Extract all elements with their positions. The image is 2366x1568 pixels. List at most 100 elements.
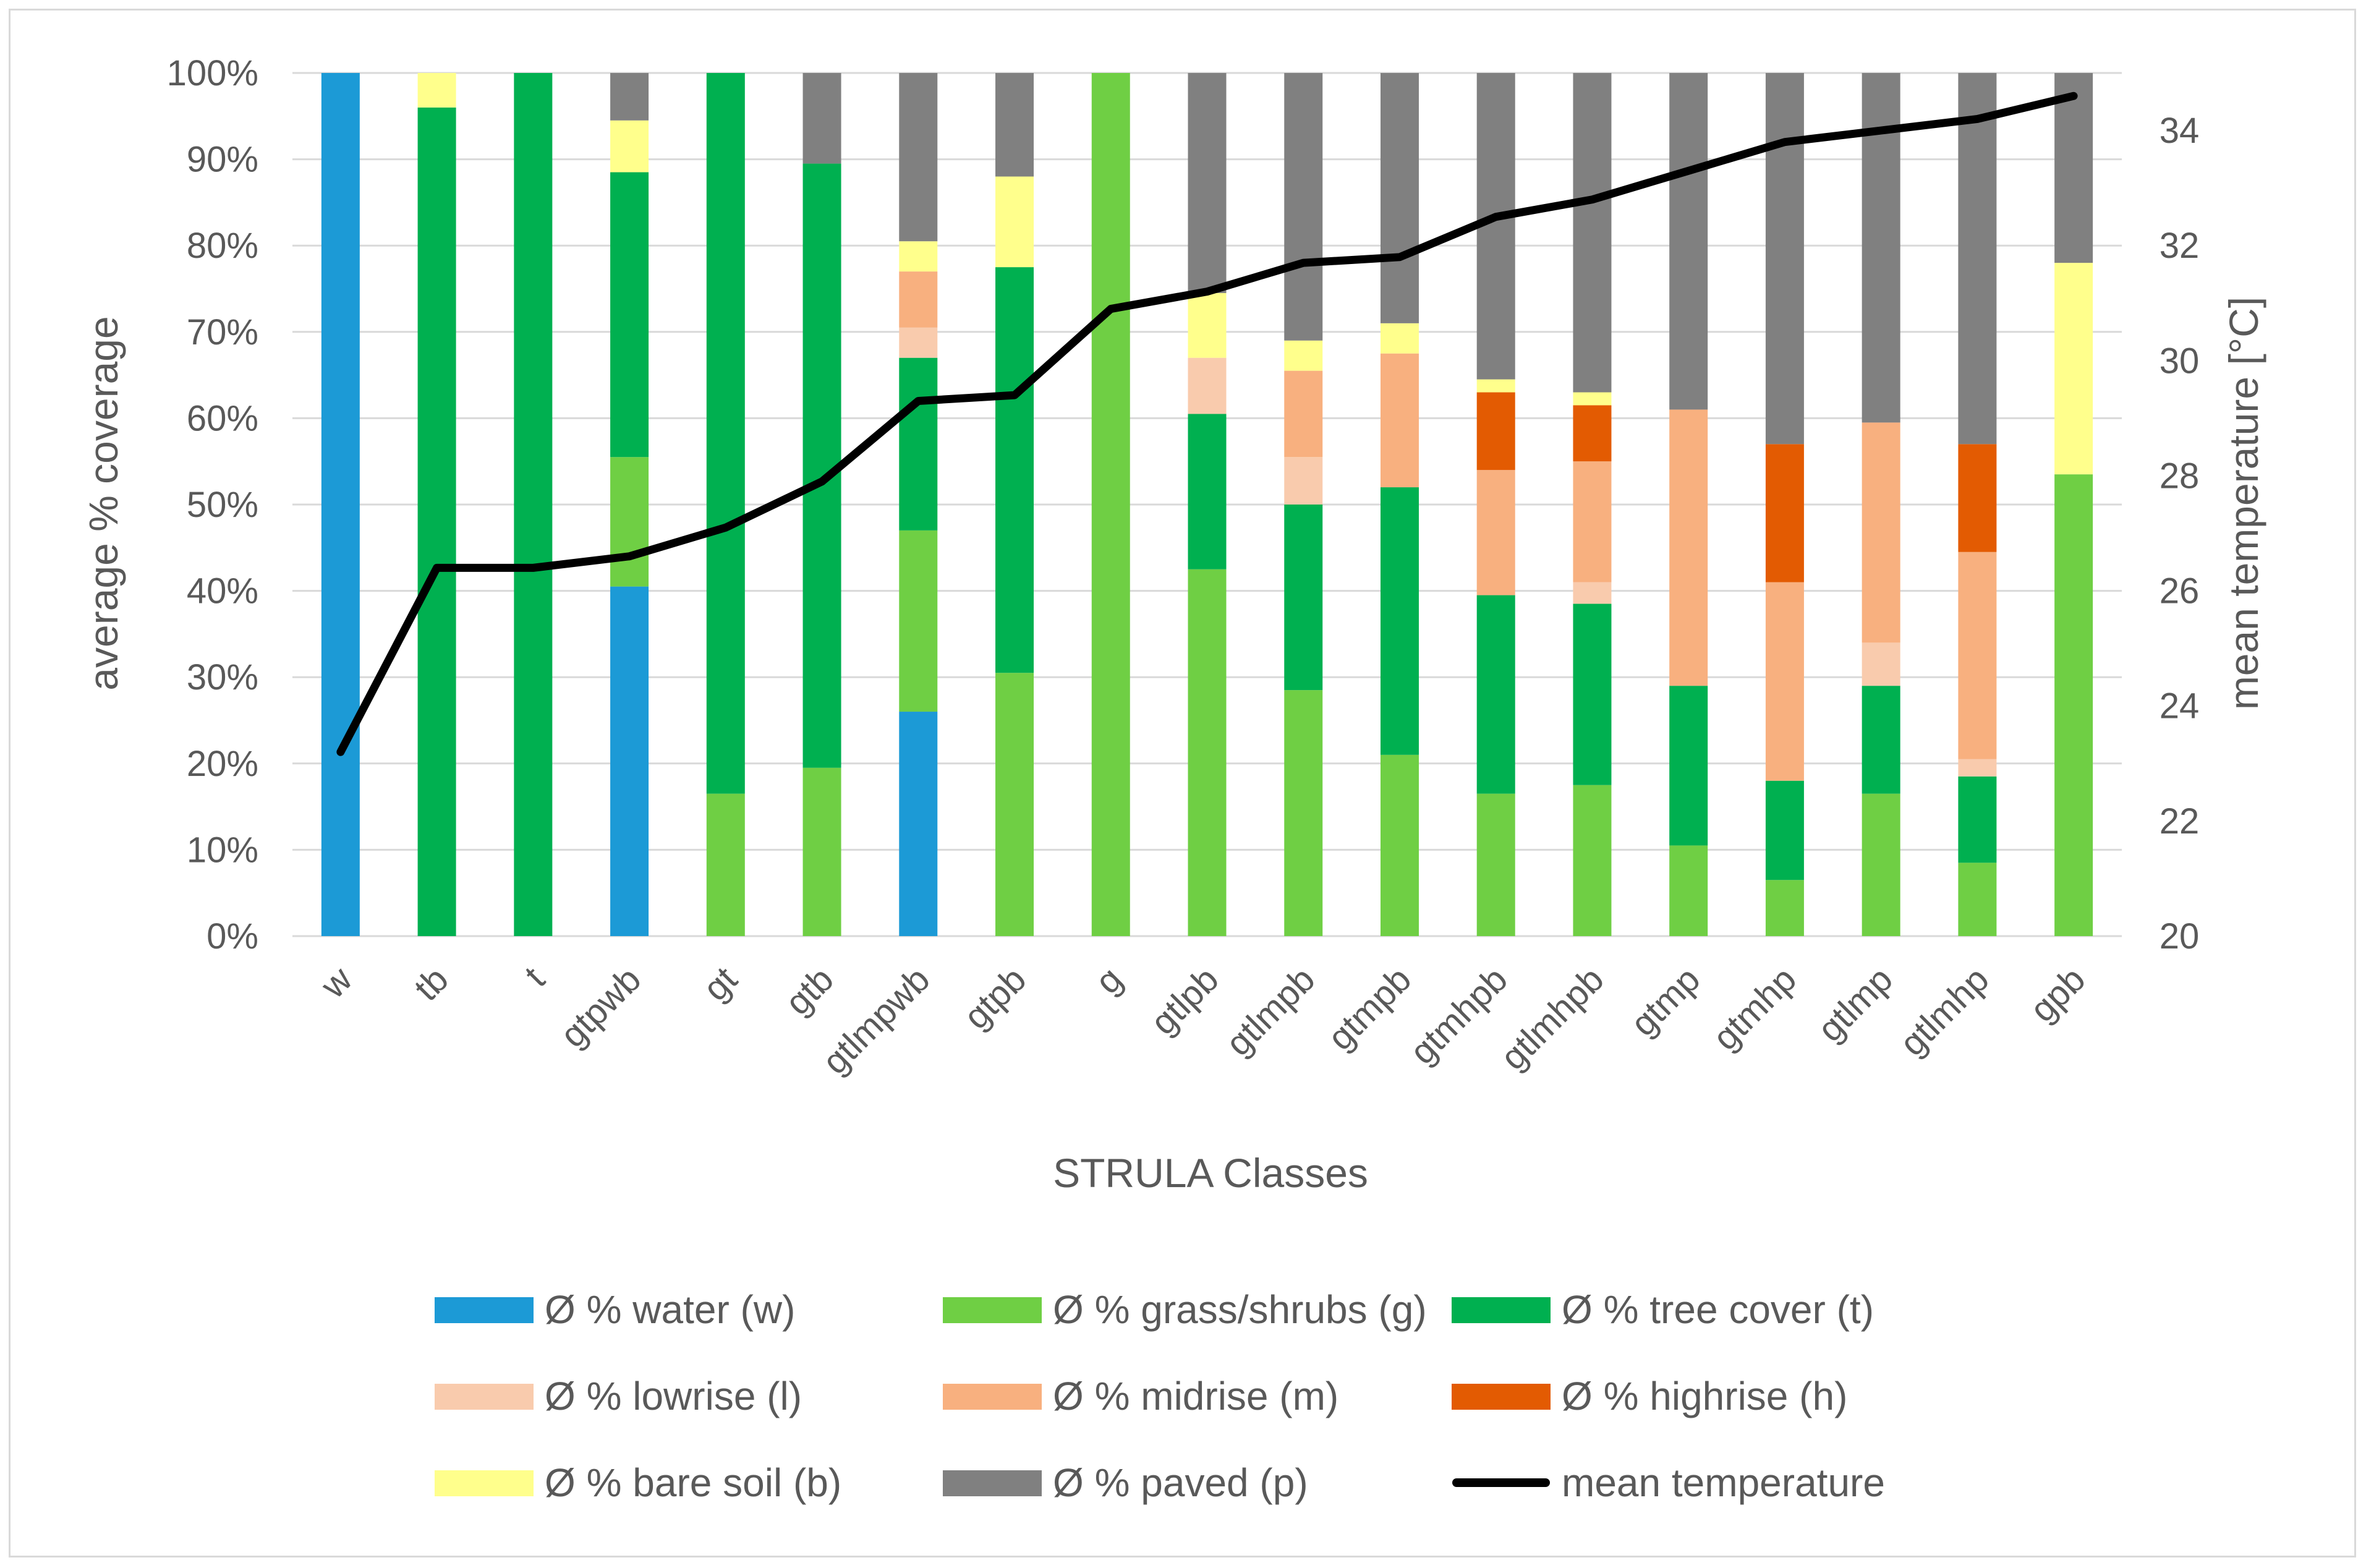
bar-segment <box>1573 73 1612 393</box>
legend-swatch <box>1452 1384 1551 1410</box>
bar-segment <box>1573 582 1612 604</box>
bar-segment <box>1573 603 1612 785</box>
x-tick-label: w <box>313 958 360 1006</box>
y-right-tick-label: 22 <box>2160 801 2200 842</box>
bar-segment <box>1284 370 1323 458</box>
bar-segment <box>610 172 649 458</box>
bar-segment <box>995 673 1034 936</box>
bar-segment <box>1573 392 1612 406</box>
legend-swatch <box>435 1470 534 1496</box>
bar-segment <box>1380 353 1419 488</box>
bar-segment <box>1862 642 1900 686</box>
bar-segment <box>1765 582 1804 781</box>
y-right-tick-label: 24 <box>2160 686 2200 726</box>
bar-segment <box>1284 457 1323 505</box>
bar-segment <box>1573 785 1612 936</box>
bar-segment <box>899 241 938 272</box>
legend-label: Ø % grass/shrubs (g) <box>1053 1287 1427 1332</box>
bar-segment <box>1958 759 1997 777</box>
bar-segment <box>802 73 841 164</box>
legend-label: Ø % water (w) <box>545 1287 795 1332</box>
bar-segment <box>1958 73 1997 445</box>
bar-segment <box>802 767 841 936</box>
legend-swatch <box>1452 1297 1551 1323</box>
bar-segment <box>1765 880 1804 936</box>
bar-segment <box>1380 323 1419 354</box>
bar-segment <box>1476 379 1515 393</box>
bar-segment <box>899 712 938 936</box>
bar-segment <box>1669 845 1708 936</box>
bar-segment <box>1958 863 1997 936</box>
bar-segment <box>995 73 1034 177</box>
y-tick-label: 70% <box>187 312 258 352</box>
bar-segment <box>1476 470 1515 595</box>
bar-segment <box>706 793 745 936</box>
x-tick-label: tb <box>407 959 456 1008</box>
x-tick-label: gtlmpwb <box>815 959 938 1082</box>
legend-label: Ø % paved (p) <box>1053 1460 1308 1505</box>
y-tick-label: 0% <box>206 916 258 957</box>
y-tick-label: 30% <box>187 657 258 697</box>
legend-label: Ø % lowrise (l) <box>545 1374 802 1418</box>
bar-segment <box>1862 686 1900 794</box>
x-tick-label: g <box>1087 959 1130 1002</box>
bar-segment <box>1958 444 1997 552</box>
bar-stacks <box>321 73 2093 937</box>
y-tick-label: 90% <box>187 140 258 180</box>
y-tick-label: 50% <box>187 485 258 525</box>
bar-segment <box>1669 409 1708 686</box>
bar-segment <box>1476 392 1515 471</box>
bar-segment <box>610 73 649 121</box>
x-tick-label: t <box>517 959 552 994</box>
x-tick-label: gtmp <box>1623 959 1708 1044</box>
bar-segment <box>995 267 1034 673</box>
x-tick-label: gtb <box>778 959 841 1023</box>
y-tick-label: 80% <box>187 226 258 266</box>
bar-segment <box>1669 686 1708 846</box>
y-right-tick-label: 32 <box>2160 226 2200 266</box>
bar-segment <box>1862 793 1900 936</box>
bar-segment <box>1188 357 1227 414</box>
y-right-tick-label: 34 <box>2160 111 2200 151</box>
bar-segment <box>899 530 938 712</box>
bar-segment <box>1188 414 1227 569</box>
temperature-line-path <box>336 92 2078 756</box>
x-tick-label: gtpwb <box>553 959 649 1055</box>
bar-segment <box>899 357 938 530</box>
y-right-tick-label: 20 <box>2160 916 2200 957</box>
legend-swatch <box>435 1384 534 1410</box>
legend-label: Ø % bare soil (b) <box>545 1460 841 1505</box>
y-axis-right-ticks: 20 22 24 26 28 30 32 34 <box>2160 111 2200 957</box>
y-axis-left-ticks: 0% 10% 20% 30% 40% 50% 60% 70% 80% 90% 100% <box>167 53 258 957</box>
bar-segment <box>1669 73 1708 410</box>
bar-segment <box>417 107 456 937</box>
bar-segment <box>899 73 938 242</box>
bar-segment <box>1284 505 1323 691</box>
bar-segment <box>417 73 456 108</box>
bar-segment <box>1284 340 1323 371</box>
bar-segment <box>610 457 649 587</box>
bar-segment <box>1765 73 1804 445</box>
bar-segment <box>1476 595 1515 794</box>
bar-segment <box>1862 422 1900 643</box>
bar-segment <box>1091 73 1130 936</box>
bar-segment <box>1188 73 1227 293</box>
legend-label: Ø % midrise (m) <box>1053 1374 1338 1418</box>
x-tick-label: gtpb <box>956 959 1034 1037</box>
y-tick-label: 40% <box>187 571 258 611</box>
bar-segment <box>610 586 649 936</box>
x-axis-title: STRULA Classes <box>1053 1150 1368 1196</box>
bar-segment <box>2054 263 2093 475</box>
bar-segment <box>321 73 360 936</box>
bar-segment <box>899 271 938 328</box>
legend-swatch <box>943 1384 1042 1410</box>
temperature-line <box>336 92 2078 756</box>
y-axis-right-title: mean temperature [°C] <box>2221 297 2266 710</box>
bar-segment <box>1284 690 1323 936</box>
legend-swatch <box>943 1470 1042 1496</box>
legend-swatch <box>435 1297 534 1323</box>
bar-segment <box>514 73 553 936</box>
bar-segment <box>1188 292 1227 358</box>
